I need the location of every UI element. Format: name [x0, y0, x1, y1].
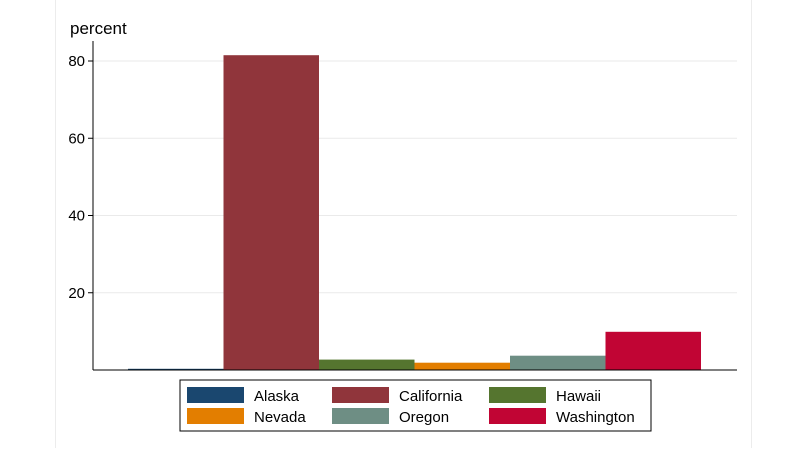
y-tick-label: 60 [68, 130, 85, 147]
legend-label-washington: Washington [556, 409, 635, 426]
legend-swatch-oregon [332, 408, 389, 424]
y-ticks: 20 40 60 80 [68, 53, 93, 302]
bar-hawaii [319, 359, 415, 370]
legend-label-california: California [399, 388, 463, 405]
bar-california [223, 55, 319, 370]
bar-nevada [414, 362, 510, 370]
legend-swatch-nevada [187, 408, 244, 424]
legend-swatch-hawaii [489, 387, 546, 403]
legend-box [179, 379, 652, 432]
legend-label-oregon: Oregon [399, 409, 449, 426]
legend-swatch-california [332, 387, 389, 403]
y-tick-label: 20 [68, 285, 85, 302]
y-tick-label: 80 [68, 53, 85, 70]
y-tick-label: 40 [68, 208, 85, 225]
y-axis-label: percent [70, 19, 127, 38]
gridlines [93, 60, 737, 294]
legend-swatch-alaska [187, 387, 244, 403]
legend-swatch-washington [489, 408, 546, 424]
bar-washington [605, 331, 701, 370]
legend-label-nevada: Nevada [254, 409, 306, 426]
bars [128, 55, 701, 370]
legend-label-alaska: Alaska [254, 388, 300, 405]
axes [92, 41, 737, 371]
bar-alaska [128, 368, 224, 370]
legend: Alaska California Hawaii Nevada Oregon Washin… [179, 379, 652, 432]
bar-oregon [510, 355, 606, 370]
chart-frame [55, 0, 752, 448]
legend-label-hawaii: Hawaii [556, 388, 601, 405]
